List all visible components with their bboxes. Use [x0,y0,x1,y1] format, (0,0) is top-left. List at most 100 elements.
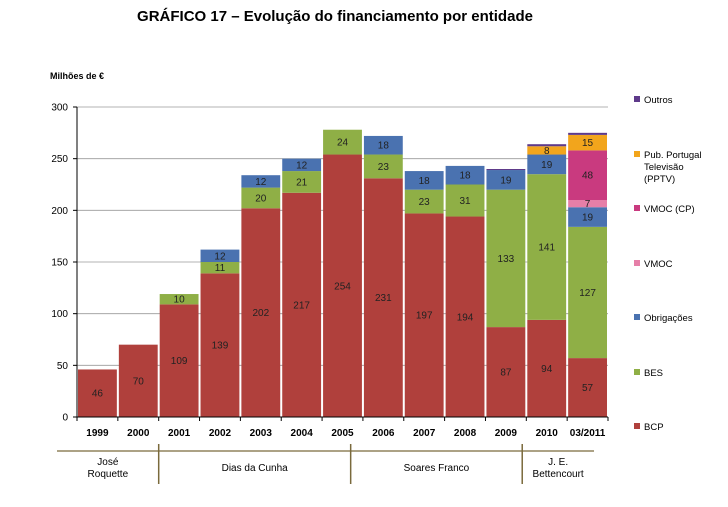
bar-bes-2003 [241,187,281,209]
bar-obriga-es-2009 [486,170,526,190]
bar-pub-portugal-televis-o-pptv--03-2011 [568,134,607,151]
value-label-obriga-es-2008: 18 [459,171,471,182]
value-label-bes-03-2011: 127 [579,288,596,299]
legend-label-obriga-es: Obrigações [644,313,693,324]
x-tick-label-2010: 2010 [536,428,559,439]
bar-bes-2001 [159,294,199,305]
bar-bcp-2000 [118,344,158,417]
legend-label-pub-portugal-televis-o-pptv--line-2: (PPTV) [644,174,675,185]
value-label-bcp-2000: 70 [133,376,145,387]
bar-bcp-2001 [159,304,199,417]
y-axis-title: Milhões de € [50,71,104,81]
legend-label-outros: Outros [644,95,673,106]
x-tick-label-2002: 2002 [209,428,232,439]
bar-obriga-es-2003 [241,175,281,188]
legend-swatch-bes [634,369,640,375]
y-tick-label-100: 100 [51,309,68,320]
bar-bcp-2008 [445,216,485,417]
value-label-bes-2003: 20 [255,193,267,204]
legend-label-vmoc: VMOC [644,259,673,270]
period-label-0-line-1: Roquette [88,469,129,480]
value-label-obriga-es-2006: 18 [378,141,390,152]
bar-obriga-es-2004 [282,158,322,172]
axes [76,107,609,421]
value-label-bes-2006: 23 [378,162,390,173]
value-label-bes-2009: 133 [498,254,515,265]
bar-bes-2006 [363,154,403,179]
bar-obriga-es-2008 [445,165,485,185]
bar-obriga-es-2010 [527,154,567,175]
bar-vmoc-03-2011 [568,200,607,208]
value-label-bes-2007: 23 [419,197,431,208]
y-tick-label-150: 150 [51,258,68,269]
legend-label-pub-portugal-televis-o-pptv--line-0: Pub. Portugal [644,150,702,161]
y-tick-label-0: 0 [62,413,68,424]
bar-bcp-1999 [78,369,117,417]
bar-bcp-2009 [486,327,526,417]
value-label-vmoc-03-2011: 7 [585,199,591,210]
bar-bes-2008 [445,184,485,217]
bar-bes-2007 [404,189,444,214]
bar-bcp-03-2011 [568,358,607,417]
value-label-bes-2005: 24 [337,138,349,149]
y-tick-labels: 0 50 100 150 200 250 300 [51,103,77,424]
value-label-bes-2008: 31 [459,196,471,207]
bar-bes-2004 [282,171,322,193]
bar-bcp-2004 [282,192,322,417]
y-tick-label-300: 300 [51,103,68,114]
value-label-obriga-es-2003: 12 [255,177,267,188]
y-tick-label-50: 50 [57,361,69,372]
bar-bes-2009 [486,189,526,328]
value-label-bcp-2008: 194 [457,312,474,323]
bar-bcp-2006 [363,178,403,417]
bar-bes-2005 [323,129,362,155]
legend-label-vmoc-cp-: VMOC (CP) [644,204,695,215]
value-label-bes-2010: 141 [538,243,555,254]
value-label-obriga-es-03-2011: 19 [582,213,594,224]
x-tick-label-1999: 1999 [86,428,109,439]
bar-obriga-es-03-2011 [568,207,607,227]
period-label-0-line-0: José [97,457,119,468]
value-label-bes-2004: 21 [296,177,308,188]
y-tick-label-250: 250 [51,154,68,165]
value-label-bes-2001: 10 [174,295,186,306]
period-label-3-line-0: J. E. [548,457,568,468]
value-label-bcp-2006: 231 [375,293,392,304]
bar-bcp-2007 [404,213,444,417]
x-tick-label-2000: 2000 [127,428,150,439]
bar-bes-2002 [200,262,240,274]
value-label-obriga-es-2009: 19 [500,175,512,186]
legend-swatch-outros [634,96,640,102]
value-label-obriga-es-2007: 18 [419,176,431,187]
x-tick-label-03-2011: 03/2011 [570,428,606,439]
value-label-pub-portugal-televis-o-pptv--03-2011: 15 [582,138,594,149]
bar-bes-03-2011 [568,226,607,359]
value-labels: 4670109101391112202201221721122542423123… [92,138,596,400]
x-tick-label-2008: 2008 [454,428,477,439]
value-label-pub-portugal-televis-o-pptv--2010: 8 [544,146,550,157]
value-label-bcp-03-2011: 57 [582,383,594,394]
bar-bcp-2003 [241,208,281,417]
value-label-obriga-es-2010: 19 [541,160,553,171]
bar-outros-2009 [486,169,526,171]
bar-bcp-2005 [323,154,362,418]
bar-vmoc-cp--03-2011 [568,150,607,200]
legend-label-bcp: BCP [644,422,664,433]
legend-swatch-obriga-es [634,314,640,320]
x-tick-labels: 1999 2000 2001 2002 2003 2004 2005 2006 2007 2008… [86,428,606,439]
legend-label-bes: BES [644,368,663,379]
value-label-bcp-1999: 46 [92,389,104,400]
period-label-1-line-0: Dias da Cunha [222,463,289,474]
x-tick-label-2007: 2007 [413,428,436,439]
value-label-bcp-2005: 254 [334,281,351,292]
bar-outros-2010 [527,144,567,147]
bar-bcp-2002 [200,273,240,417]
value-label-vmoc-cp--03-2011: 48 [582,171,594,182]
legend-swatch-pub-portugal-televis-o-pptv- [634,151,640,157]
bar-stacks [78,129,607,418]
x-tick-label-2001: 2001 [168,428,191,439]
value-label-bcp-2007: 197 [416,311,433,322]
